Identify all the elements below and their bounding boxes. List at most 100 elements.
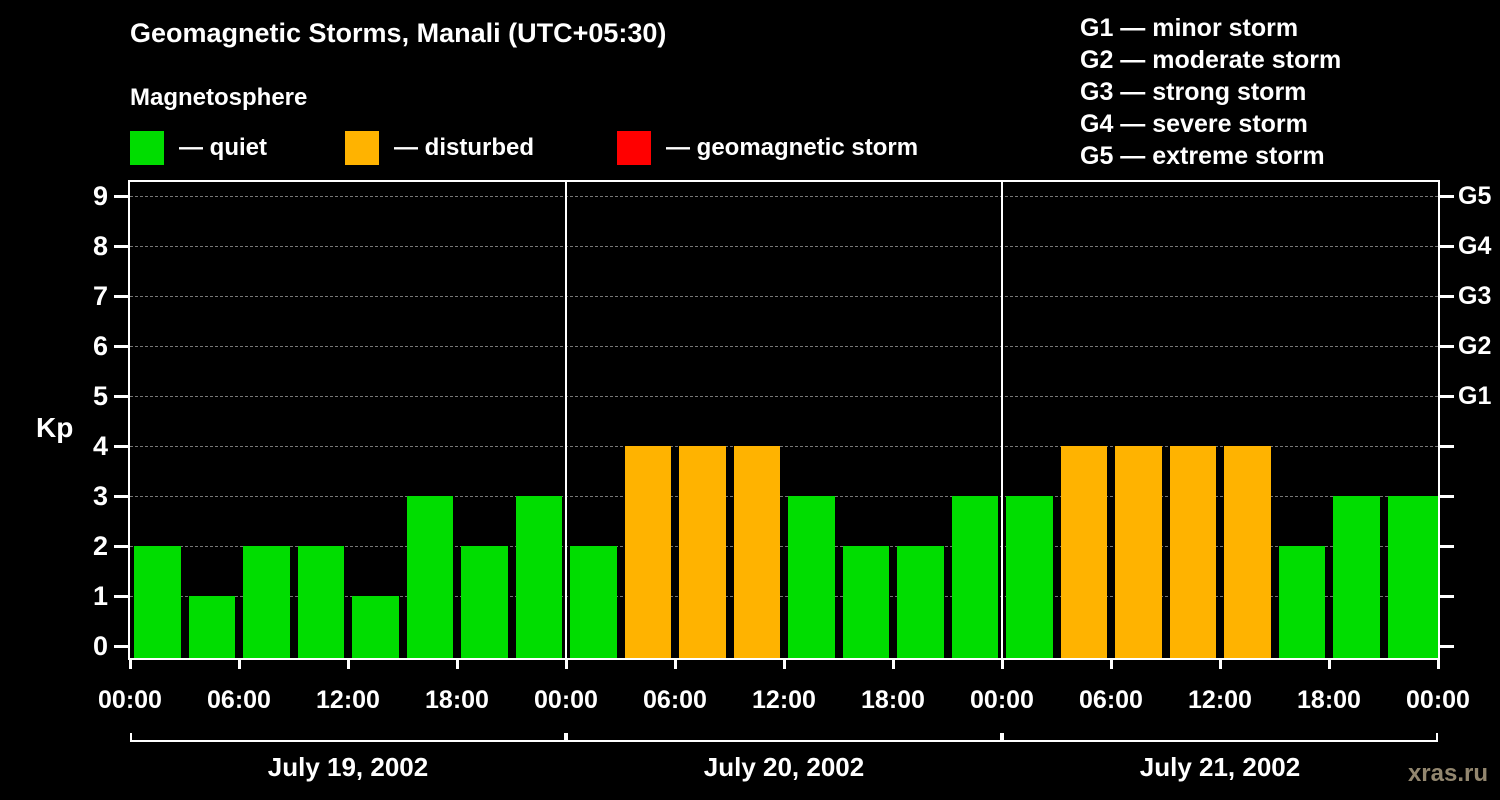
x-tick-label: 12:00 — [316, 686, 380, 714]
x-axis-tick — [1110, 660, 1113, 669]
y-tick-label: 3 — [92, 481, 108, 511]
y-tick-label: 6 — [92, 331, 108, 361]
kp-bar — [897, 546, 944, 658]
storm-scale-item-g5: G5 — extreme storm — [1080, 142, 1325, 170]
kp-bar — [842, 546, 889, 658]
storm-scale-item-g3: G3 — strong storm — [1080, 78, 1307, 106]
y-axis-tick-right — [1440, 195, 1454, 198]
kp-bar — [1278, 546, 1325, 658]
y-tick-label: 7 — [92, 281, 108, 311]
date-bracket — [1002, 733, 1438, 742]
kp-bar — [1387, 496, 1438, 658]
y-axis-tick-right — [1440, 245, 1454, 248]
x-tick-label: 00:00 — [970, 686, 1034, 714]
y-axis-tick — [114, 345, 128, 348]
y-axis-tick — [114, 545, 128, 548]
grid-line-kp9 — [130, 196, 1438, 197]
x-tick-label: 12:00 — [752, 686, 816, 714]
kp-bar — [1224, 446, 1271, 658]
x-tick-label: 00:00 — [534, 686, 598, 714]
x-axis-tick — [565, 660, 568, 669]
x-axis-tick — [1219, 660, 1222, 669]
storm-scale-item-g1: G1 — minor storm — [1080, 14, 1299, 42]
day-separator — [1001, 182, 1003, 658]
chart-subtitle: Magnetosphere — [130, 84, 308, 111]
legend-item-storm: — geomagnetic storm — [617, 130, 918, 166]
y-tick-label: 8 — [92, 231, 108, 261]
grid-line-kp5 — [130, 396, 1438, 397]
plot-area — [130, 182, 1438, 658]
legend-item-disturbed: — disturbed — [345, 130, 534, 166]
y-axis-tick — [114, 495, 128, 498]
y-axis-tick-right — [1440, 445, 1454, 448]
x-tick-label: 12:00 — [1188, 686, 1252, 714]
kp-bar — [1060, 446, 1107, 658]
y-axis-tick-right — [1440, 645, 1454, 648]
g-scale-axis-label: G5 — [1458, 182, 1492, 210]
kp-bar — [297, 546, 344, 658]
grid-line-kp8 — [130, 246, 1438, 247]
kp-bar — [1006, 496, 1053, 658]
storm-scale-item-g4: G4 — severe storm — [1080, 110, 1308, 138]
kp-chart — [128, 180, 1440, 660]
date-bracket — [130, 733, 566, 742]
y-axis-tick-right — [1440, 495, 1454, 498]
kp-bar — [352, 596, 399, 658]
kp-bar — [515, 496, 562, 658]
y-tick-label: 9 — [92, 181, 108, 211]
y-axis-tick — [114, 245, 128, 248]
storm-scale: G1 — minor storm G2 — moderate storm G3 — … — [1080, 12, 1341, 172]
legend-label-quiet: — quiet — [179, 134, 267, 161]
legend-swatch-quiet-icon — [130, 131, 164, 165]
g-scale-axis-label: G3 — [1458, 282, 1492, 310]
kp-bar — [951, 496, 998, 658]
kp-bar — [1169, 446, 1216, 658]
y-axis-tick — [114, 595, 128, 598]
y-axis-tick — [114, 295, 128, 298]
x-axis-tick — [238, 660, 241, 669]
x-axis-tick — [1001, 660, 1004, 669]
date-bracket — [566, 733, 1002, 742]
grid-line-kp2 — [130, 546, 1438, 547]
y-tick-label: 2 — [92, 531, 108, 561]
y-axis-tick-right — [1440, 595, 1454, 598]
day-separator — [565, 182, 567, 658]
grid-line-kp4 — [130, 446, 1438, 447]
kp-bar — [243, 546, 290, 658]
x-axis-tick — [347, 660, 350, 669]
legend-label-storm: — geomagnetic storm — [666, 134, 919, 161]
x-axis-tick — [1437, 660, 1440, 669]
x-axis-tick — [129, 660, 132, 669]
kp-bar — [406, 496, 453, 658]
grid-line-kp6 — [130, 346, 1438, 347]
legend-swatch-disturbed-icon — [345, 131, 379, 165]
x-tick-label: 06:00 — [1079, 686, 1143, 714]
x-tick-label: 18:00 — [1297, 686, 1361, 714]
grid-line-kp1 — [130, 596, 1438, 597]
kp-bar — [461, 546, 508, 658]
x-axis-tick — [783, 660, 786, 669]
g-scale-axis-label: G1 — [1458, 382, 1492, 410]
y-axis-tick — [114, 445, 128, 448]
storm-scale-item-g2: G2 — moderate storm — [1080, 46, 1342, 74]
legend-swatch-storm-icon — [617, 131, 651, 165]
g-scale-axis-label: G4 — [1458, 232, 1492, 260]
legend-label-disturbed: — disturbed — [394, 134, 535, 161]
x-tick-label: 00:00 — [1406, 686, 1470, 714]
kp-bar — [134, 546, 181, 658]
y-tick-label: 5 — [92, 381, 108, 411]
x-axis-tick — [892, 660, 895, 669]
kp-bar — [624, 446, 671, 658]
y-axis-tick — [114, 395, 128, 398]
g-scale-axis-label: G2 — [1458, 332, 1492, 360]
x-tick-label: 06:00 — [207, 686, 271, 714]
watermark: xras.ru — [1407, 760, 1488, 787]
x-tick-label: 18:00 — [425, 686, 489, 714]
x-tick-label: 06:00 — [643, 686, 707, 714]
y-axis-title: Kp — [36, 412, 74, 443]
y-axis-tick — [114, 645, 128, 648]
kp-bar — [1333, 496, 1380, 658]
kp-bar — [788, 496, 835, 658]
kp-bar — [1115, 446, 1162, 658]
legend-item-quiet: — quiet — [130, 130, 267, 166]
